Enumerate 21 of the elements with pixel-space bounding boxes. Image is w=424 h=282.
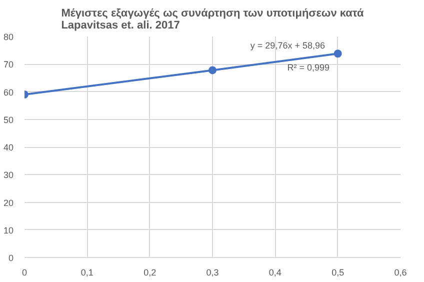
annotation: y = 29,76x + 58,96 xyxy=(250,40,325,50)
y-tick-label: 70 xyxy=(3,60,14,70)
annotation: R² = 0,999 xyxy=(287,62,330,72)
point xyxy=(334,50,342,58)
y-tick-label: 20 xyxy=(3,198,14,208)
y-tick-label: 40 xyxy=(3,142,14,152)
x-tick-label: 0,6 xyxy=(394,268,407,278)
x-tick-label: 0,3 xyxy=(206,268,219,278)
point xyxy=(208,66,216,74)
x-tick-label: 0,5 xyxy=(332,268,344,278)
y-tick-label: 30 xyxy=(3,170,14,180)
x-tick-label: 0 xyxy=(22,268,28,278)
y-tick-label: 0 xyxy=(8,253,14,263)
x-tick-label: 0,2 xyxy=(144,268,156,278)
x-tick-label: 0,1 xyxy=(80,268,94,278)
y-tick-label: 50 xyxy=(3,114,14,125)
y-tick-label: 60 xyxy=(3,87,14,98)
chart-title: Μέγιστες εξαγωγές ως συνάρτηση των υποτιμήσεων κατά Lapavitsas et. ali. 2017 xyxy=(61,8,364,32)
x-tick-label: 0,4 xyxy=(268,268,282,278)
y-tick-label: 80 xyxy=(3,32,14,42)
y-tick-label: 10 xyxy=(3,225,14,236)
